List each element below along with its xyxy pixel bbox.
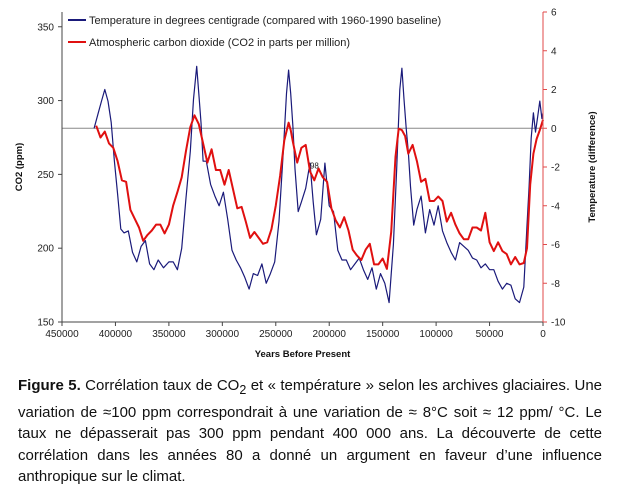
x-tick-label: 0 — [540, 329, 546, 340]
y2-tick-label: -4 — [551, 201, 560, 212]
x-tick-label: 150000 — [366, 329, 400, 340]
y2-tick-label: 0 — [551, 124, 557, 135]
annotation-label: 98 — [310, 161, 319, 170]
y-tick-label: 350 — [37, 22, 54, 33]
series-layer — [93, 65, 544, 304]
x-tick-label: 300000 — [206, 329, 240, 340]
y2-axis-title: Temperature (difference) — [587, 111, 598, 222]
y2-tick-label: -8 — [551, 279, 560, 290]
y-tick-label: 300 — [37, 96, 54, 107]
co2-temperature-chart: 450000 400000 350000 300000 250000 200000 1500… — [14, 8, 598, 361]
legend-label: Atmospheric carbon dioxide (CO2 in parts… — [89, 37, 350, 49]
y2-tick-label: -10 — [551, 318, 566, 329]
y2-tick-label: 4 — [551, 46, 557, 57]
y2-tick-label: 2 — [551, 85, 557, 96]
y-axis-title: CO2 (ppm) — [14, 143, 25, 192]
x-tick-label: 450000 — [45, 329, 79, 340]
x-tick-label: 100000 — [419, 329, 453, 340]
y-tick-label: 250 — [37, 170, 54, 181]
figure-caption: Figure 5. Corrélation taux de CO2 et « t… — [18, 375, 602, 488]
x-tick-label: 50000 — [476, 329, 504, 340]
x-tick-label: 200000 — [313, 329, 347, 340]
y2-tick-label: 6 — [551, 8, 557, 19]
legend: Temperature in degrees centigrade (compa… — [68, 15, 441, 49]
axes-layer: 450000 400000 350000 300000 250000 200000 1500… — [37, 8, 566, 341]
y2-tick-label: -2 — [551, 163, 560, 174]
x-tick-label: 250000 — [259, 329, 293, 340]
legend-label: Temperature in degrees centigrade (compa… — [89, 15, 441, 27]
x-tick-label: 400000 — [99, 329, 133, 340]
temperature-series-line — [93, 65, 544, 304]
y-tick-label: 150 — [37, 318, 54, 329]
caption-text-part1: Corrélation taux de CO — [80, 377, 240, 394]
caption-text-part2: et « température » selon les archives gl… — [18, 377, 603, 485]
co2-series-line — [95, 114, 544, 270]
figure-label: Figure 5. — [18, 377, 81, 394]
caption-subscript: 2 — [239, 383, 247, 397]
x-axis-title: Years Before Present — [255, 349, 351, 360]
y2-tick-label: -6 — [551, 240, 560, 251]
y-tick-label: 200 — [37, 244, 54, 255]
x-tick-label: 350000 — [152, 329, 186, 340]
